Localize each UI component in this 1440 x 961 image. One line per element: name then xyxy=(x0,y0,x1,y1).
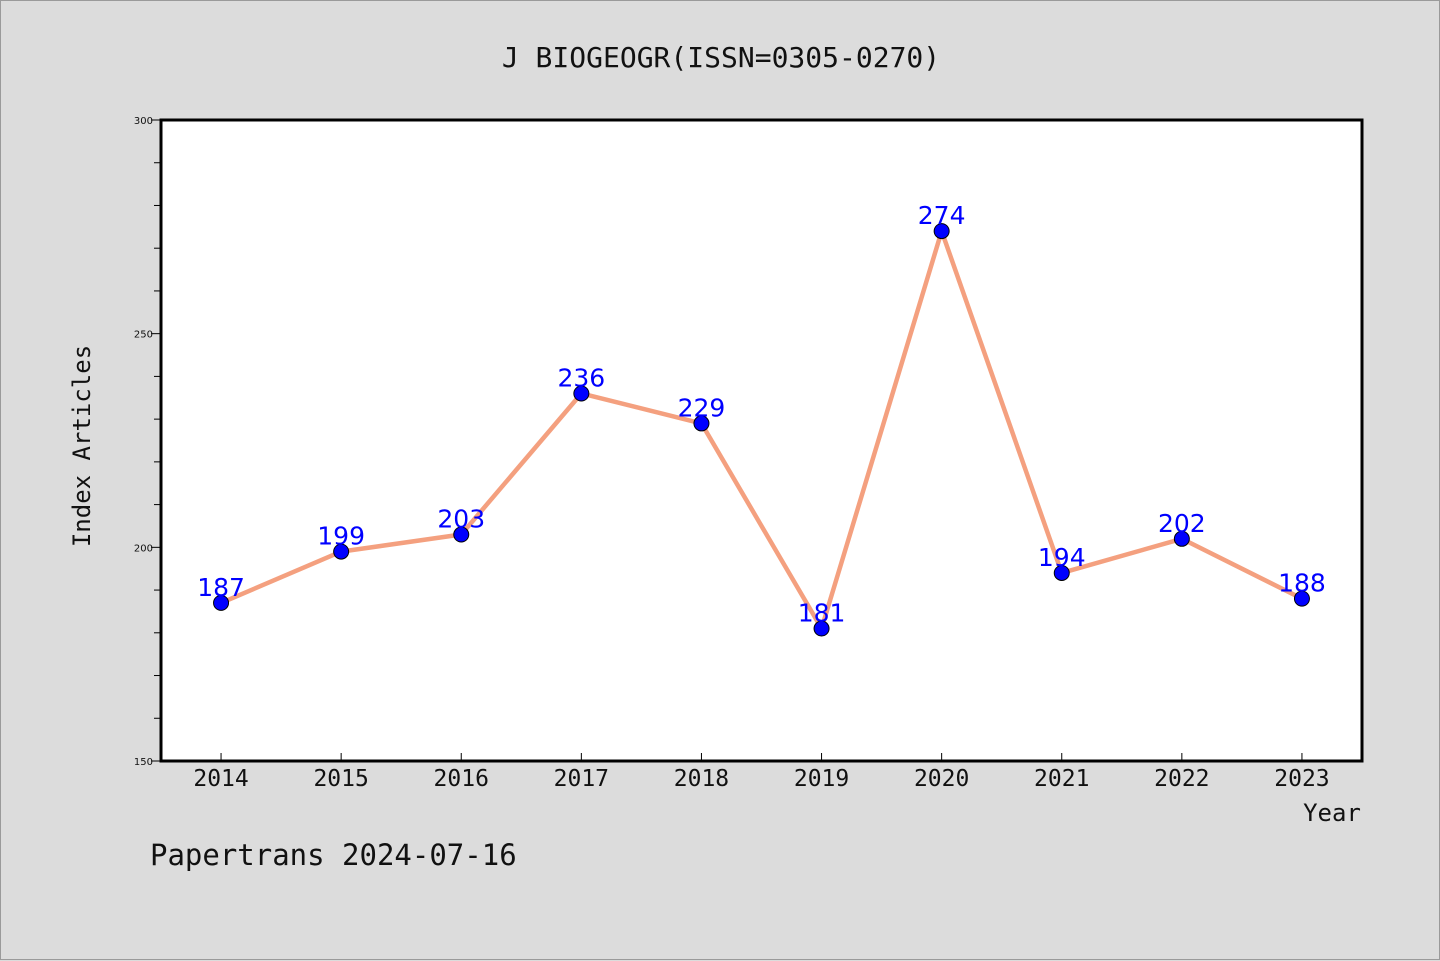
data-label: 203 xyxy=(437,505,485,534)
data-point xyxy=(333,543,350,560)
data-label: 202 xyxy=(1158,509,1206,538)
data-point xyxy=(573,385,590,402)
plot-area xyxy=(159,118,1364,763)
data-point xyxy=(1053,564,1070,581)
data-point xyxy=(933,223,950,240)
x-tick-label: 2021 xyxy=(1034,766,1089,792)
data-label: 236 xyxy=(557,363,605,392)
x-axis-title: Year xyxy=(1303,799,1361,827)
chart-title: J BIOGEOGR(ISSN=0305-0270) xyxy=(502,41,940,74)
data-label: 188 xyxy=(1278,569,1326,598)
data-point xyxy=(1173,530,1190,547)
data-point xyxy=(693,415,710,432)
footer-stamp: Papertrans 2024-07-16 xyxy=(150,838,517,872)
series-layer: 187 199 203 236 229 181 274 194 202 188 xyxy=(197,201,1326,637)
data-point xyxy=(813,620,830,637)
data-label: 199 xyxy=(317,522,365,551)
data-point xyxy=(1293,590,1310,607)
data-point xyxy=(453,526,470,543)
data-label: 274 xyxy=(918,201,966,230)
data-label: 181 xyxy=(798,599,846,628)
y-tick-label: 300 xyxy=(134,116,153,127)
data-label: 194 xyxy=(1038,543,1086,572)
x-tick-label: 2020 xyxy=(914,766,969,792)
y-tick-label: 150 xyxy=(134,757,153,768)
x-tick-label: 2022 xyxy=(1154,766,1209,792)
y-tick-label: 250 xyxy=(134,330,153,341)
x-tick-label: 2023 xyxy=(1274,766,1329,792)
x-tick-label: 2015 xyxy=(313,766,368,792)
series-line xyxy=(220,228,1303,631)
x-tick-label: 2014 xyxy=(193,766,248,792)
x-axis: 2014 2015 2016 2017 2018 2019 2020 2021 2022 2023 xyxy=(193,753,1330,792)
x-tick-label: 2017 xyxy=(554,766,609,792)
data-label: 229 xyxy=(678,393,726,422)
y-axis-title: Index Articles xyxy=(68,345,96,547)
x-tick-label: 2016 xyxy=(434,766,489,792)
data-label: 187 xyxy=(197,573,245,602)
x-tick-label: 2019 xyxy=(794,766,849,792)
y-tick-label: 200 xyxy=(134,543,153,554)
data-point xyxy=(213,594,230,611)
x-tick-label: 2018 xyxy=(674,766,729,792)
y-axis: 150 200 250 300 xyxy=(134,116,161,768)
